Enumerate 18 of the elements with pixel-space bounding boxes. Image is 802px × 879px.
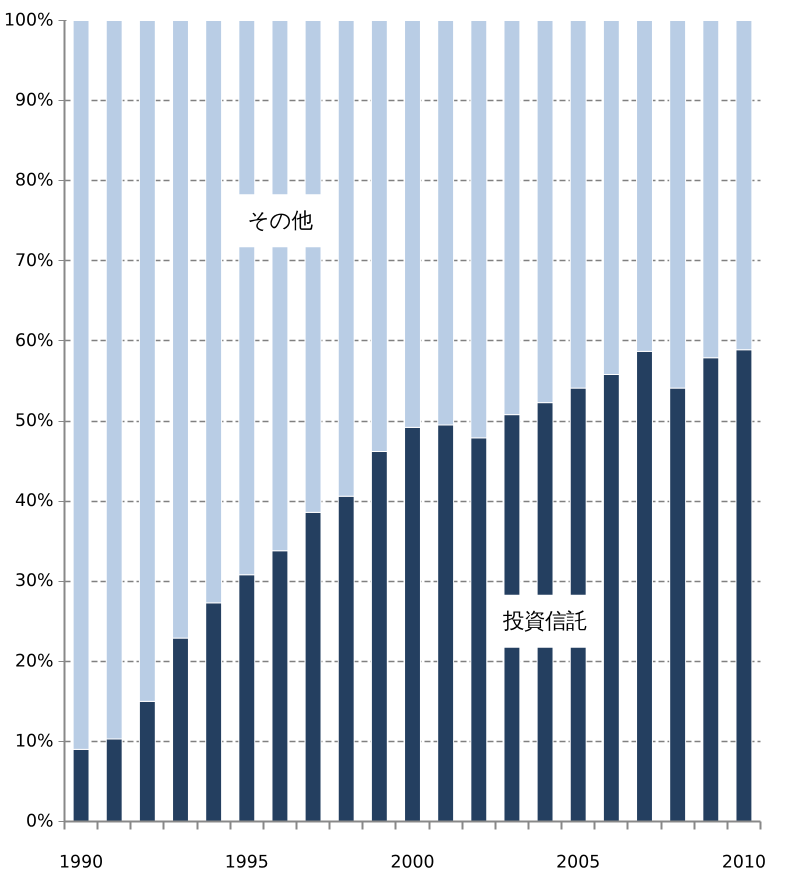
y-tick-label: 50% [14, 411, 54, 431]
y-tick-label: 80% [14, 170, 54, 191]
x-tick-label: 2010 [722, 852, 766, 872]
y-tick-label: 10% [14, 731, 54, 752]
y-tick-label: 90% [14, 90, 54, 111]
y-tick-label: 60% [14, 330, 54, 351]
y-tick-label: 40% [14, 491, 54, 512]
series-label: 投資信託 [502, 608, 588, 634]
y-tick-label: 0% [26, 812, 54, 832]
x-tick-label: 1990 [59, 852, 104, 872]
y-tick-label: 30% [14, 571, 54, 592]
x-tick-label: 2005 [556, 852, 600, 872]
x-tick-label: 1995 [224, 852, 269, 872]
y-tick-label: 70% [14, 250, 54, 271]
x-tick-label: 2000 [390, 852, 435, 872]
series-label: その他 [247, 208, 312, 234]
y-tick-label: 20% [14, 651, 54, 672]
y-tick-label: 100% [4, 10, 54, 30]
